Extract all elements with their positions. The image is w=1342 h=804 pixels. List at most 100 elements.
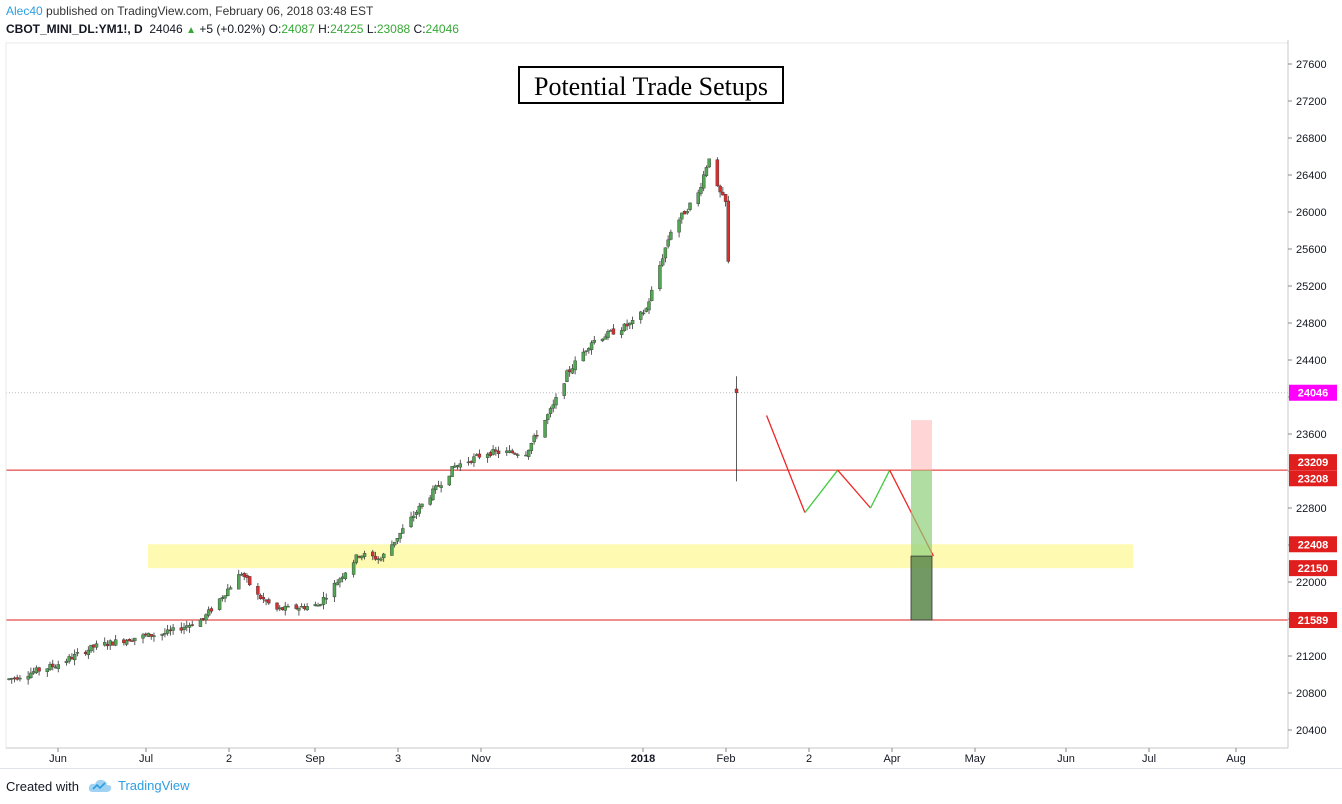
candle-body[interactable] <box>600 338 605 342</box>
candle-body[interactable] <box>472 456 476 463</box>
price-tag[interactable] <box>1289 560 1337 577</box>
candle-body[interactable] <box>513 453 517 455</box>
candle-body[interactable] <box>704 167 709 176</box>
candle-body[interactable] <box>630 320 635 325</box>
candle-body[interactable] <box>275 602 279 610</box>
candle-body[interactable] <box>565 370 569 382</box>
projection-segment[interactable] <box>765 415 806 513</box>
candle-body[interactable] <box>532 435 536 443</box>
projection-segment[interactable] <box>869 469 891 509</box>
candle-body[interactable] <box>548 408 553 414</box>
candle-body[interactable] <box>209 608 214 612</box>
candle-body[interactable] <box>685 211 689 214</box>
candle-body[interactable] <box>428 497 432 505</box>
candle-body[interactable] <box>187 624 192 628</box>
candle-body[interactable] <box>190 624 194 626</box>
candle-body[interactable] <box>570 368 575 374</box>
candle-body[interactable] <box>395 538 400 542</box>
candle-body[interactable] <box>447 475 452 486</box>
candle-body[interactable] <box>228 587 233 590</box>
candle-body[interactable] <box>392 541 397 546</box>
candle-body[interactable] <box>401 528 405 534</box>
candle-body[interactable] <box>526 449 531 457</box>
candle-body[interactable] <box>420 503 424 507</box>
candle-body[interactable] <box>641 312 646 315</box>
candle-body[interactable] <box>165 629 170 634</box>
candle-body[interactable] <box>267 599 271 604</box>
candle-body[interactable] <box>554 397 558 406</box>
price-chart[interactable]: Potential Trade Setups 20400208002120022… <box>0 40 1342 768</box>
price-tag[interactable] <box>1289 612 1337 629</box>
candle-body[interactable] <box>390 544 394 556</box>
candle-body[interactable] <box>51 663 55 667</box>
candle-body[interactable] <box>171 627 175 631</box>
candle-body[interactable] <box>130 640 134 642</box>
candle-body[interactable] <box>573 360 577 371</box>
candle-body[interactable] <box>45 668 49 672</box>
candle-body[interactable] <box>283 605 287 611</box>
price-tag[interactable] <box>1289 536 1337 553</box>
candle-body[interactable] <box>258 595 263 600</box>
candle-body[interactable] <box>707 158 711 168</box>
candle-body[interactable] <box>546 414 550 420</box>
candle-body[interactable] <box>360 555 364 559</box>
support-zone[interactable] <box>148 544 1133 569</box>
candle-body[interactable] <box>332 582 337 598</box>
candle-body[interactable] <box>124 640 129 645</box>
candle-body[interactable] <box>450 466 454 477</box>
candle-body[interactable] <box>417 505 421 514</box>
candle-body[interactable] <box>721 191 725 196</box>
candle-body[interactable] <box>409 516 413 527</box>
candle-body[interactable] <box>663 247 668 259</box>
candle-body[interactable] <box>715 159 720 187</box>
candle-body[interactable] <box>458 463 462 468</box>
candle-body[interactable] <box>362 553 367 557</box>
candle-body[interactable] <box>226 588 230 596</box>
candle-body[interactable] <box>660 258 665 266</box>
candle-body[interactable] <box>354 554 359 563</box>
candle-body[interactable] <box>581 351 586 362</box>
candle-body[interactable] <box>510 450 514 454</box>
candle-body[interactable] <box>75 652 80 654</box>
candle-body[interactable] <box>494 449 498 452</box>
candle-body[interactable] <box>294 604 298 609</box>
candle-body[interactable] <box>647 301 651 311</box>
candle-body[interactable] <box>650 289 654 301</box>
price-tag[interactable] <box>1289 384 1337 401</box>
candle-body[interactable] <box>335 582 339 586</box>
tradingview-brand[interactable]: TradingView <box>88 778 190 793</box>
candle-body[interactable] <box>398 532 402 539</box>
candle-body[interactable] <box>319 604 323 606</box>
candle-body[interactable] <box>699 186 703 194</box>
candle-body[interactable] <box>373 555 378 560</box>
author-link[interactable]: Alec40 <box>6 4 43 18</box>
candle-body[interactable] <box>496 450 501 455</box>
candle-body[interactable] <box>242 573 246 577</box>
candle-body[interactable] <box>64 660 69 664</box>
candle-body[interactable] <box>223 595 227 599</box>
candle-body[interactable] <box>217 598 222 610</box>
candle-body[interactable] <box>669 231 673 240</box>
candle-body[interactable] <box>535 434 539 437</box>
candle-body[interactable] <box>592 339 596 343</box>
candle-body[interactable] <box>431 488 435 500</box>
candle-body[interactable] <box>680 212 684 220</box>
projection-segment[interactable] <box>837 469 872 509</box>
candle-body[interactable] <box>163 633 167 635</box>
candle-body[interactable] <box>611 328 616 335</box>
candle-body[interactable] <box>133 637 137 642</box>
candle-body[interactable] <box>94 643 99 648</box>
candle-body[interactable] <box>412 515 416 518</box>
candle-body[interactable] <box>305 606 309 611</box>
candle-body[interactable] <box>529 442 534 451</box>
candle-body[interactable] <box>297 608 301 611</box>
candle-body[interactable] <box>619 330 624 335</box>
symbol-label[interactable]: CBOT_MINI_DL:YM1!, D <box>6 22 143 36</box>
candle-body[interactable] <box>603 336 607 340</box>
candle-body[interactable] <box>723 194 728 202</box>
candle-body[interactable] <box>316 605 320 607</box>
projection-segment[interactable] <box>804 469 839 514</box>
candle-body[interactable] <box>206 609 211 616</box>
candle-body[interactable] <box>160 633 164 636</box>
candle-body[interactable] <box>198 619 203 627</box>
